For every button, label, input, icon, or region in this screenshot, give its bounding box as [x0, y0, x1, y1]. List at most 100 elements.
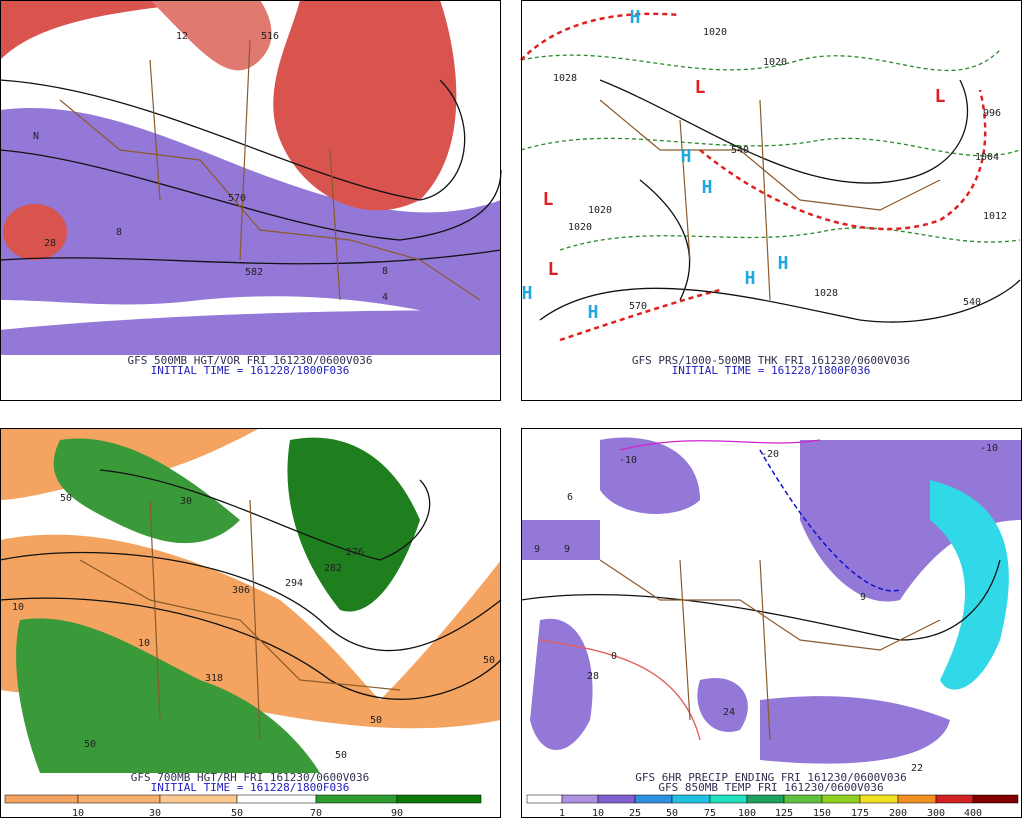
contour-label: 582 — [245, 267, 263, 278]
pressure-center: L — [543, 189, 554, 210]
colorbar-label: 10 — [72, 808, 84, 819]
contour-label: -10 — [619, 455, 637, 466]
contour-label: 28 — [587, 671, 599, 682]
initial-time: INITIAL TIME = 161228/1800F036 — [672, 364, 871, 377]
colorbar-swatch — [4, 794, 79, 804]
colorbar-swatch — [897, 794, 937, 804]
caption: GFS PRS/1000-500MB THK FRI 161230/0600V0… — [632, 354, 910, 367]
colorbar-swatch — [236, 794, 317, 804]
colorbar-label: 25 — [629, 808, 641, 819]
contour-label: 294 — [285, 578, 303, 589]
contour-label: 1004 — [975, 152, 999, 163]
contour-label: 0 — [611, 651, 617, 662]
colorbar-label: 125 — [775, 808, 793, 819]
contour-label: 22 — [911, 763, 923, 774]
contour-label: 1028 — [814, 288, 838, 299]
contour-label: 9 — [534, 544, 540, 555]
contour-label: -20 — [761, 449, 779, 460]
colorbar-swatch — [597, 794, 636, 804]
colorbar-swatch — [396, 794, 482, 804]
colorbar-swatch — [746, 794, 785, 804]
colorbar-swatch — [634, 794, 673, 804]
colorbar-swatch — [315, 794, 398, 804]
contour-label: 540 — [963, 297, 981, 308]
colorbar-label: 90 — [391, 808, 403, 819]
caption: GFS 500MB HGT/VOR FRI 161230/0600V036 — [127, 354, 372, 367]
contour-label: 1020 — [703, 27, 727, 38]
colorbar-label: 100 — [738, 808, 756, 819]
contour-label: 12 — [176, 31, 188, 42]
contour-label: 10 — [12, 602, 24, 613]
pressure-center: H — [522, 283, 533, 304]
contour-label: 1012 — [983, 211, 1007, 222]
contour-label: 9 — [860, 592, 866, 603]
contour-label: 306 — [232, 585, 250, 596]
colorbar-swatch — [526, 794, 563, 804]
contour-label: 1028 — [553, 73, 577, 84]
contour-label: 318 — [205, 673, 223, 684]
contour-label: 30 — [180, 496, 192, 507]
contour-label: 50 — [483, 655, 495, 666]
contour-label: 8 — [116, 227, 122, 238]
contour-label: 8 — [382, 266, 388, 277]
contour-label: 24 — [723, 707, 735, 718]
contour-label: 50 — [60, 493, 72, 504]
panel-500mb — [0, 0, 502, 401]
contour-label: -10 — [980, 443, 998, 454]
contour-label: N — [33, 131, 39, 142]
contour-label: 996 — [983, 108, 1001, 119]
initial-time: INITIAL TIME = 161228/1800F036 — [151, 364, 350, 377]
colorbar-swatch — [821, 794, 861, 804]
colorbar-label: 150 — [813, 808, 831, 819]
pressure-center: H — [681, 146, 692, 167]
pressure-center: L — [548, 259, 559, 280]
panel-precip — [520, 428, 1022, 818]
colorbar-label: 300 — [927, 808, 945, 819]
contour-label: 570 — [228, 193, 246, 204]
colorbar-label: 200 — [889, 808, 907, 819]
initial-time: INITIAL TIME = 161228/1800F036 — [151, 781, 350, 794]
colorbar-label: 75 — [704, 808, 716, 819]
panel-thickness — [520, 0, 1022, 401]
contour-label: 10 — [138, 638, 150, 649]
contour-label: 50 — [370, 715, 382, 726]
contour-label: 276 — [346, 547, 364, 558]
colorbar-swatch — [935, 794, 974, 804]
colorbar-swatch — [561, 794, 599, 804]
contour-label: 50 — [335, 750, 347, 761]
colorbar-swatch — [671, 794, 711, 804]
caption: GFS 6HR PRECIP ENDING FRI 161230/0600V03… — [635, 771, 907, 784]
pressure-center: H — [778, 253, 789, 274]
contour-label: 28 — [44, 238, 56, 249]
pressure-center: H — [702, 177, 713, 198]
contour-label: 570 — [629, 301, 647, 312]
caption: GFS 700MB HGT/RH FRI 161230/0600V036 — [131, 771, 369, 784]
contour-label: 50 — [84, 739, 96, 750]
colorbar-swatch — [859, 794, 899, 804]
pressure-center: H — [745, 268, 756, 289]
colorbar-swatch — [972, 794, 1019, 804]
colorbar-label: 175 — [851, 808, 869, 819]
colorbar-label: 400 — [964, 808, 982, 819]
colorbar-swatch — [159, 794, 238, 804]
contour-label: 540 — [731, 145, 749, 156]
contour-label: 1020 — [568, 222, 592, 233]
colorbar-label: 50 — [666, 808, 678, 819]
colorbar-label: 1 — [559, 808, 565, 819]
pressure-center: L — [935, 86, 946, 107]
contour-label: 9 — [564, 544, 570, 555]
contour-label: 282 — [324, 563, 342, 574]
contour-label: 6 — [567, 492, 573, 503]
contour-label: 1020 — [763, 57, 787, 68]
colorbar-swatch — [783, 794, 823, 804]
initial-time: GFS 850MB TEMP FRI 161230/0600V036 — [658, 781, 883, 794]
pressure-center: L — [695, 77, 706, 98]
pressure-center: H — [630, 7, 641, 28]
colorbar-swatch — [709, 794, 748, 804]
panel-700mb — [0, 428, 502, 818]
pressure-center: H — [588, 302, 599, 323]
colorbar-label: 30 — [149, 808, 161, 819]
colorbar-label: 50 — [231, 808, 243, 819]
colorbar-label: 10 — [592, 808, 604, 819]
